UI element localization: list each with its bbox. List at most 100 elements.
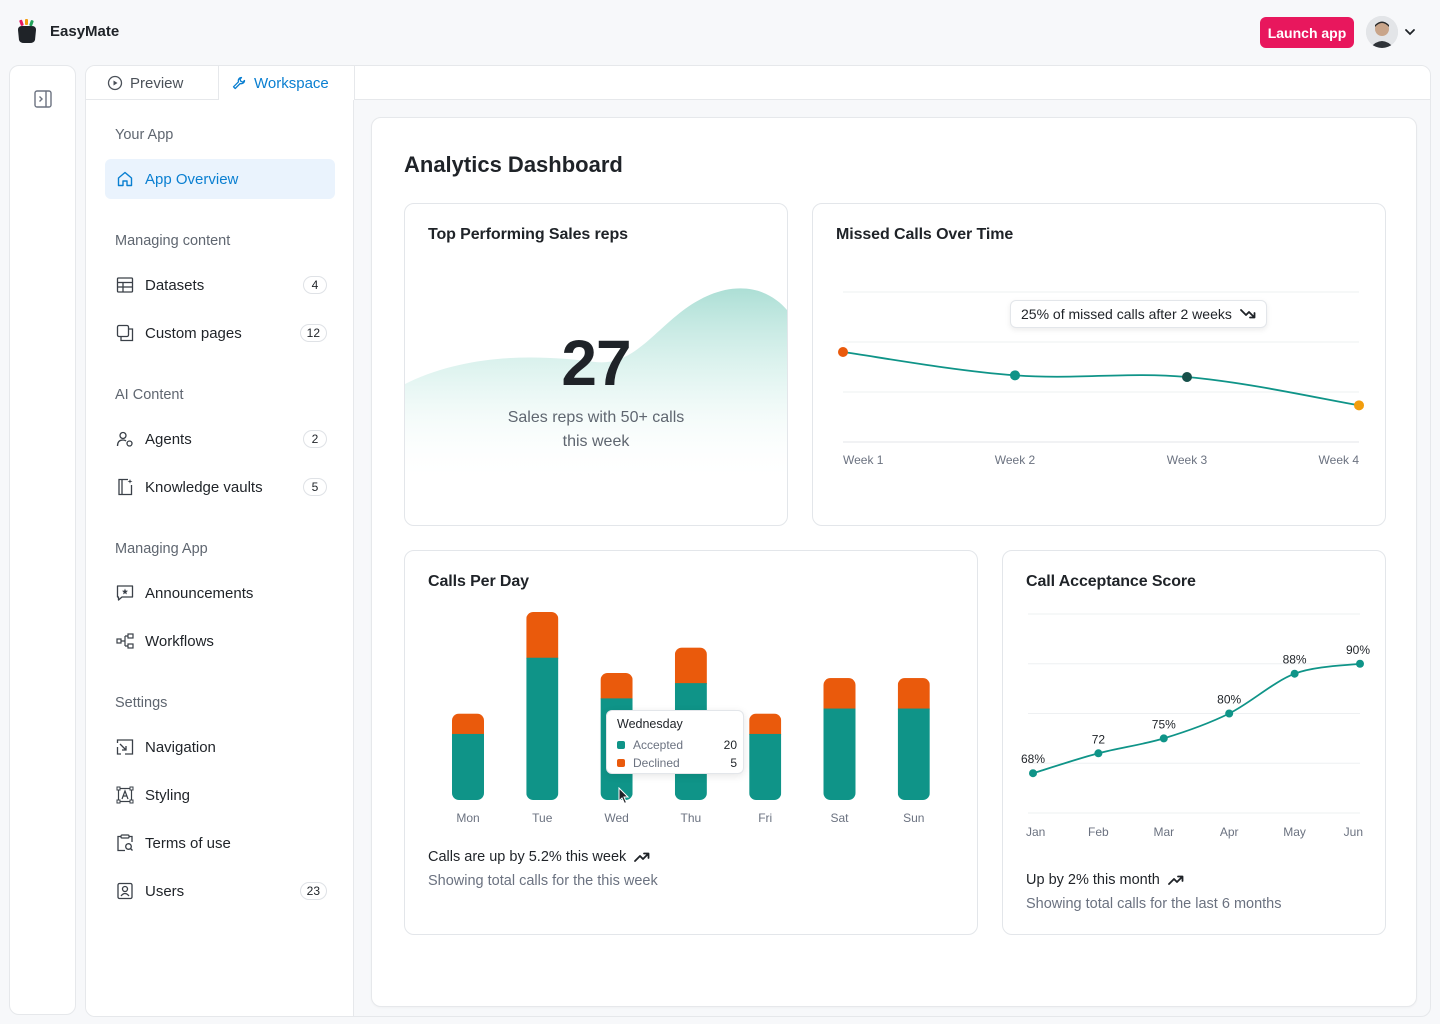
count-badge: 2 [303, 430, 327, 448]
sidebar-item-knowledge-vaults[interactable]: Knowledge vaults 5 [105, 467, 335, 507]
sidebar-nav: Your App App Overview Managing content D… [86, 100, 354, 1016]
workspace-frame: Preview Workspace Your App App Overview … [85, 65, 1431, 1017]
data-label: 88% [1283, 653, 1307, 667]
data-point [1029, 769, 1037, 778]
dashboard-panel: Analytics Dashboard Top Performing Sales… [371, 117, 1417, 1007]
sidebar-toggle-icon[interactable] [33, 89, 53, 109]
kpi-subtitle-line-1: Sales reps with 50+ calls [507, 409, 685, 426]
x-tick-label: Sun [903, 811, 924, 825]
bar-group [452, 713, 484, 800]
bar-declined [749, 713, 782, 735]
data-label: 75% [1152, 717, 1176, 731]
tab-workspace-label: Workspace [254, 74, 329, 92]
count-badge: 5 [303, 478, 327, 496]
sidebar-item-app-overview[interactable]: App Overview [105, 159, 335, 199]
tooltip-label: Declined [633, 756, 680, 770]
acceptance-score-card: Call Acceptance Score 68% 72 75% 80% 88% 90% J… [1002, 550, 1386, 935]
page-title: Analytics Dashboard [404, 152, 623, 177]
tooltip-row-accepted: Accepted 20 [617, 738, 737, 752]
play-circle-icon [107, 75, 123, 91]
x-tick-label: Sat [830, 811, 849, 825]
tab-bar: Preview Workspace [86, 66, 1430, 100]
data-label: 72 [1092, 732, 1106, 746]
sidebar-item-agents[interactable]: Agents 2 [105, 419, 335, 459]
tab-preview-label: Preview [130, 74, 184, 92]
sidebar-item-label: Navigation [145, 738, 216, 756]
table-icon [115, 275, 135, 295]
x-tick-label: Thu [681, 811, 702, 825]
bar-declined [600, 672, 633, 700]
tab-workspace[interactable]: Workspace [219, 66, 355, 100]
sidebar-item-custom-pages[interactable]: Custom pages 12 [105, 313, 335, 353]
accepted-swatch [617, 741, 625, 749]
tab-preview[interactable]: Preview [86, 66, 219, 100]
missed-calls-callout: 25% of missed calls after 2 weeks [1010, 300, 1267, 328]
sidebar-item-users[interactable]: Users 23 [105, 871, 335, 911]
calls-per-day-card: Calls Per Day Mon Tue Wed Thu Fri Sat Sun Wedn… [404, 550, 978, 935]
workflow-icon [115, 631, 135, 651]
kpi-subtitle: Sales reps with 50+ calls this week [405, 406, 787, 454]
x-tick-label: Week 2 [995, 453, 1036, 467]
announcement-icon [115, 583, 135, 603]
trend-up-icon [1167, 875, 1184, 885]
calls-footer-sub: Showing total calls for the this week [428, 873, 658, 889]
sidebar-item-label: Custom pages [145, 324, 242, 342]
tooltip-value: 20 [723, 738, 737, 752]
x-tick-label: Apr [1220, 825, 1239, 839]
easymate-logo-icon [18, 19, 36, 43]
home-icon [115, 169, 135, 189]
card-title: Call Acceptance Score [1026, 573, 1196, 590]
sidebar-item-navigation[interactable]: Navigation [105, 727, 335, 767]
users-icon [115, 881, 135, 901]
footer-main-text: Up by 2% this month [1026, 872, 1160, 888]
bar-accepted [749, 733, 782, 800]
x-tick-label: Mon [456, 811, 479, 825]
declined-swatch [617, 759, 625, 767]
sidebar-item-label: App Overview [145, 170, 239, 188]
bar-declined [897, 678, 930, 710]
data-point [1094, 749, 1103, 758]
data-label: 68% [1021, 752, 1045, 766]
bar-declined [823, 678, 856, 710]
x-tick-label: Tue [532, 811, 553, 825]
missed-calls-chart: Week 1 Week 2 Week 3 Week 4 [838, 291, 1364, 467]
chevron-down-icon[interactable] [1404, 26, 1416, 38]
x-tick-label: Week 4 [1319, 453, 1360, 467]
side-rail [9, 65, 76, 1015]
tooltip-label: Accepted [633, 738, 684, 752]
data-point [1225, 709, 1234, 718]
sidebar-item-announcements[interactable]: Announcements [105, 573, 335, 613]
bar-accepted [452, 733, 484, 800]
sidebar-item-label: Workflows [145, 632, 214, 650]
x-tick-label: Week 1 [843, 453, 884, 467]
data-point [1290, 669, 1299, 678]
card-title: Missed Calls Over Time [836, 226, 1014, 243]
sidebar-item-label: Datasets [145, 276, 205, 294]
mouse-cursor-icon [618, 787, 630, 805]
brand[interactable]: EasyMate [16, 18, 119, 44]
kpi-value: 27 [561, 327, 631, 399]
series-line [1032, 662, 1361, 775]
sidebar-item-workflows[interactable]: Workflows [105, 621, 335, 661]
acceptance-footer-sub: Showing total calls for the last 6 month… [1026, 896, 1282, 912]
bar-group [897, 678, 930, 800]
sidebar-item-styling[interactable]: Styling [105, 775, 335, 815]
nav-section-title: Settings [115, 695, 168, 711]
data-label: 80% [1217, 693, 1241, 707]
navigation-icon [115, 737, 135, 757]
terms-icon [115, 833, 135, 853]
avatar[interactable] [1366, 16, 1398, 48]
sidebar-item-label: Users [145, 882, 185, 900]
sidebar-item-terms-of-use[interactable]: Terms of use [105, 823, 335, 863]
sidebar-item-datasets[interactable]: Datasets 4 [105, 265, 335, 305]
data-label: 90% [1346, 643, 1370, 657]
x-tick-label: Feb [1088, 825, 1109, 839]
count-badge: 4 [303, 276, 327, 294]
count-badge: 23 [299, 882, 327, 900]
x-tick-label: Jun [1344, 825, 1363, 839]
launch-app-button[interactable]: Launch app [1260, 17, 1354, 48]
bar-accepted [897, 708, 930, 800]
kpi-subtitle-line-2: this week [562, 433, 630, 450]
user-avatar-icon [1366, 16, 1398, 48]
trend-down-icon [1239, 309, 1256, 319]
